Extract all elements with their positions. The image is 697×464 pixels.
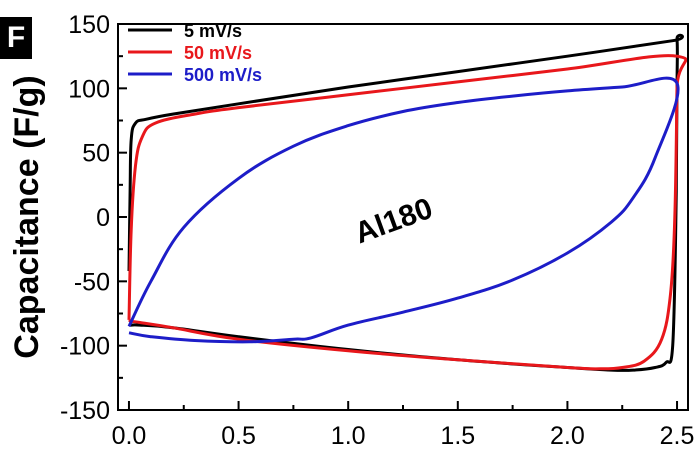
y-tick-label: -150 bbox=[60, 397, 110, 425]
y-tick-label: 50 bbox=[82, 140, 110, 168]
series-layer bbox=[127, 33, 688, 372]
x-tick-label: 2.5 bbox=[660, 422, 695, 450]
y-tick-label: -100 bbox=[60, 333, 110, 361]
x-tick-label: 2.0 bbox=[550, 422, 585, 450]
y-tick-label: -50 bbox=[74, 268, 110, 296]
x-tick-label: 1.0 bbox=[331, 422, 366, 450]
axes-layer: 0.0 0.5 1.0 1.5 2.0 2.5 -150 -100 -50 0 50 100 150 bbox=[60, 11, 694, 450]
x-tick-label: 0.5 bbox=[221, 422, 256, 450]
y-tick-label: 150 bbox=[68, 11, 110, 39]
y-tick-label: 100 bbox=[68, 75, 110, 103]
legend-label: 500 mV/s bbox=[184, 65, 262, 85]
x-tick-label: 1.5 bbox=[440, 422, 475, 450]
y-axis-label: Capacitance (F/g) bbox=[8, 75, 46, 358]
y-tick-label: 0 bbox=[96, 204, 110, 232]
legend-label: 50 mV/s bbox=[184, 43, 252, 63]
x-tick-label: 0.0 bbox=[112, 422, 147, 450]
panel-label: F bbox=[0, 17, 32, 59]
series-line-2 bbox=[127, 76, 680, 344]
series-line-1 bbox=[127, 54, 688, 371]
legend-label: 5 mV/s bbox=[184, 21, 242, 41]
